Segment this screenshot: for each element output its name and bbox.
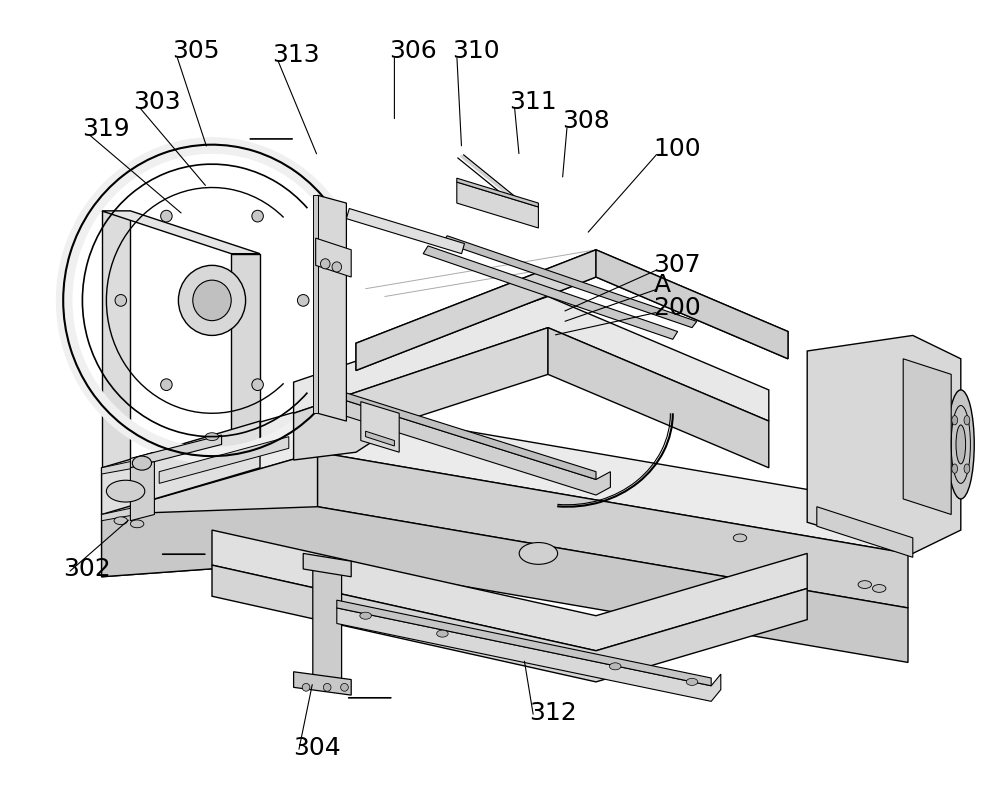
- Ellipse shape: [320, 259, 330, 269]
- Ellipse shape: [132, 456, 152, 470]
- Text: 200: 200: [654, 296, 701, 320]
- Ellipse shape: [115, 294, 127, 307]
- Ellipse shape: [952, 415, 958, 425]
- Ellipse shape: [360, 612, 371, 620]
- Polygon shape: [294, 328, 548, 460]
- Ellipse shape: [302, 684, 310, 691]
- Polygon shape: [807, 336, 961, 553]
- Ellipse shape: [437, 630, 448, 637]
- Ellipse shape: [341, 684, 348, 691]
- Ellipse shape: [297, 294, 309, 307]
- Polygon shape: [337, 600, 711, 686]
- Polygon shape: [102, 453, 318, 577]
- Ellipse shape: [205, 433, 219, 440]
- Polygon shape: [303, 553, 351, 577]
- Ellipse shape: [178, 265, 246, 336]
- Polygon shape: [313, 561, 342, 686]
- Polygon shape: [318, 195, 346, 421]
- Ellipse shape: [733, 534, 747, 542]
- Polygon shape: [346, 208, 464, 254]
- Polygon shape: [903, 358, 951, 514]
- Polygon shape: [313, 195, 318, 414]
- Polygon shape: [817, 507, 913, 557]
- Polygon shape: [212, 565, 807, 682]
- Polygon shape: [130, 435, 222, 468]
- Text: 306: 306: [390, 39, 437, 63]
- Ellipse shape: [964, 464, 970, 474]
- Polygon shape: [294, 297, 769, 421]
- Text: 312: 312: [529, 701, 577, 725]
- Ellipse shape: [858, 581, 872, 589]
- Ellipse shape: [323, 684, 331, 691]
- Ellipse shape: [193, 280, 231, 320]
- Polygon shape: [316, 238, 351, 277]
- Polygon shape: [356, 250, 788, 371]
- Polygon shape: [294, 672, 351, 695]
- Text: 304: 304: [294, 736, 341, 760]
- Text: 313: 313: [272, 43, 320, 67]
- Text: 307: 307: [654, 253, 701, 277]
- Ellipse shape: [130, 520, 144, 528]
- Polygon shape: [102, 211, 130, 514]
- Polygon shape: [361, 401, 399, 453]
- Ellipse shape: [964, 415, 970, 425]
- Polygon shape: [457, 182, 538, 228]
- Polygon shape: [337, 390, 596, 479]
- Polygon shape: [596, 250, 788, 358]
- Text: A: A: [654, 272, 671, 297]
- Polygon shape: [102, 507, 908, 663]
- Ellipse shape: [252, 379, 263, 391]
- Ellipse shape: [519, 543, 558, 564]
- Polygon shape: [102, 505, 145, 521]
- Ellipse shape: [686, 678, 698, 685]
- Polygon shape: [102, 421, 260, 514]
- Ellipse shape: [161, 379, 172, 391]
- Polygon shape: [548, 328, 769, 468]
- Polygon shape: [337, 608, 721, 702]
- Text: 303: 303: [133, 90, 181, 114]
- Polygon shape: [457, 178, 538, 207]
- Polygon shape: [423, 246, 678, 339]
- Polygon shape: [159, 436, 289, 483]
- Ellipse shape: [252, 210, 263, 222]
- Ellipse shape: [161, 210, 172, 222]
- Text: 302: 302: [63, 557, 111, 581]
- Polygon shape: [130, 461, 154, 521]
- Ellipse shape: [106, 480, 145, 502]
- Ellipse shape: [956, 425, 966, 464]
- Polygon shape: [102, 406, 908, 553]
- Polygon shape: [102, 211, 260, 254]
- Ellipse shape: [114, 517, 128, 525]
- Polygon shape: [231, 254, 260, 436]
- Text: 305: 305: [172, 39, 219, 63]
- Ellipse shape: [952, 464, 958, 474]
- Polygon shape: [102, 458, 145, 474]
- Polygon shape: [337, 397, 610, 495]
- Polygon shape: [356, 250, 596, 371]
- Text: 308: 308: [562, 109, 610, 133]
- Ellipse shape: [872, 585, 886, 592]
- Ellipse shape: [332, 262, 342, 272]
- Text: 310: 310: [452, 39, 500, 63]
- Ellipse shape: [609, 663, 621, 670]
- Text: 311: 311: [510, 90, 557, 114]
- Polygon shape: [318, 453, 908, 608]
- Polygon shape: [212, 530, 807, 650]
- Ellipse shape: [947, 390, 974, 499]
- Polygon shape: [442, 236, 697, 328]
- Polygon shape: [366, 431, 394, 446]
- Text: 100: 100: [654, 136, 701, 161]
- Text: 319: 319: [82, 117, 130, 141]
